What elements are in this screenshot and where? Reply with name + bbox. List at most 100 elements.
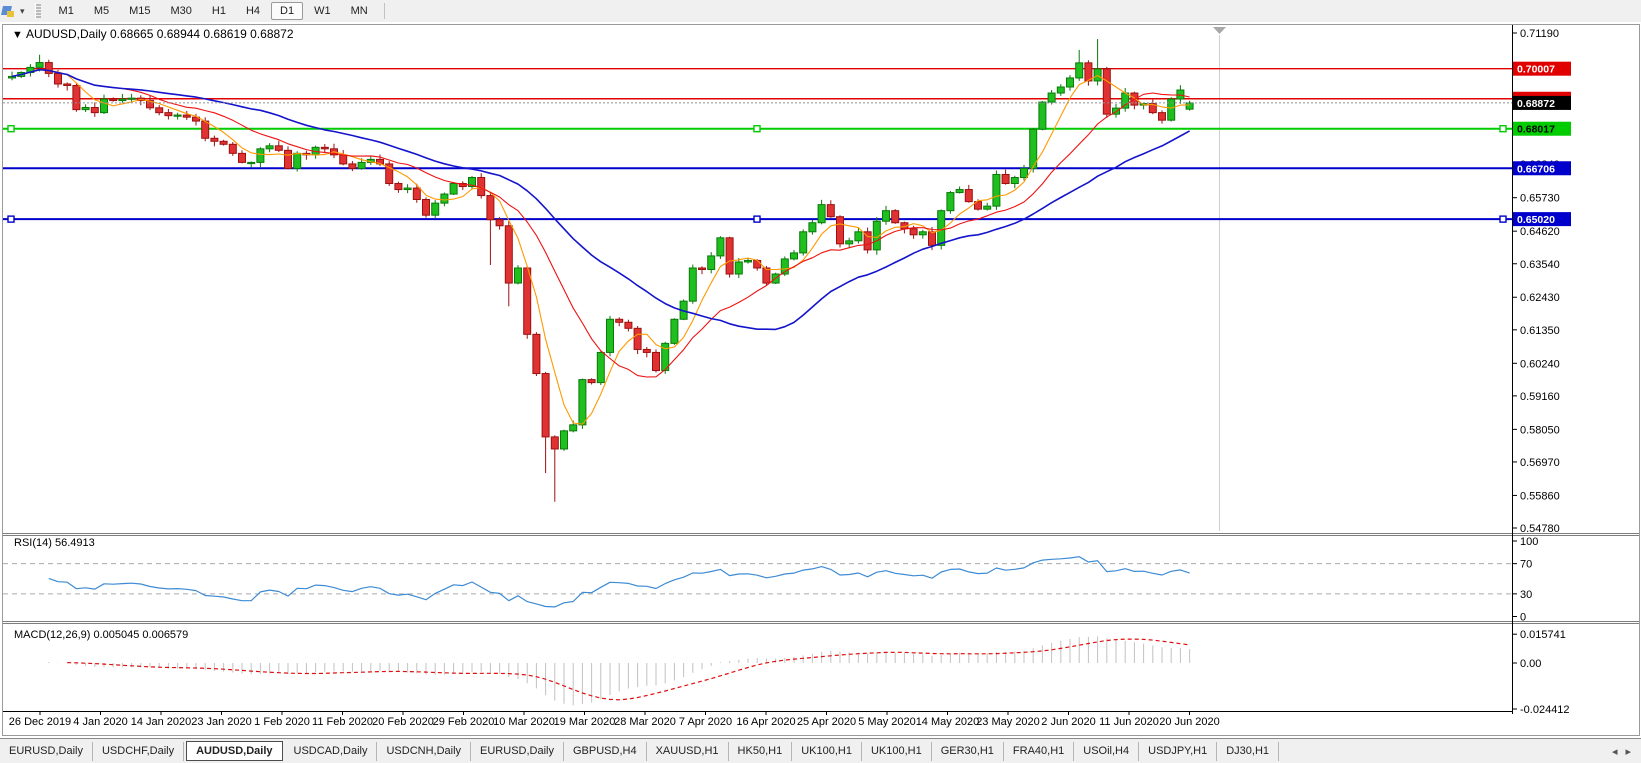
candle-body bbox=[1010, 176, 1019, 185]
chart-window: 0.711900.701100.690300.679200.668400.657… bbox=[0, 22, 1641, 738]
chevron-down-icon[interactable]: ▾ bbox=[20, 5, 25, 16]
hline-handle[interactable] bbox=[753, 215, 761, 223]
chart-tab-USDCHF-Daily[interactable]: USDCHF,Daily bbox=[93, 742, 185, 761]
chart-tab-USDCNH-Daily[interactable]: USDCNH,Daily bbox=[377, 742, 472, 761]
candle-body bbox=[403, 187, 412, 191]
date-label: 10 Mar 2020 bbox=[493, 716, 555, 728]
chart-tab-USOil-H4[interactable]: USOil,H4 bbox=[1074, 742, 1140, 761]
candle-body bbox=[670, 318, 679, 344]
timeframe-button-M15[interactable]: M15 bbox=[129, 5, 151, 17]
chart-tab-UK100-H1[interactable]: UK100,H1 bbox=[862, 742, 932, 761]
candle-body bbox=[1047, 92, 1056, 103]
hline-handle[interactable] bbox=[1499, 125, 1507, 133]
date-label: 14 May 2020 bbox=[916, 716, 980, 728]
candle-body bbox=[90, 107, 99, 114]
candle-body bbox=[707, 255, 716, 270]
date-label: 19 Mar 2020 bbox=[554, 716, 616, 728]
chart-tool-icon[interactable] bbox=[1, 4, 16, 18]
chart-tab-USDJPY-H1[interactable]: USDJPY,H1 bbox=[1139, 742, 1218, 761]
candle-body bbox=[716, 237, 725, 257]
candle-body bbox=[1093, 68, 1102, 82]
candle-body bbox=[385, 163, 394, 185]
tab-scroll-right-icon[interactable]: ▸ bbox=[1625, 745, 1631, 758]
price-tick-label: 0.55860 bbox=[1520, 490, 1560, 502]
price-tick-label: 0.63540 bbox=[1520, 259, 1560, 271]
date-label: 28 Mar 2020 bbox=[614, 716, 676, 728]
chart-tab-FRA40-H1[interactable]: FRA40,H1 bbox=[1004, 742, 1075, 761]
chart-shift-marker-icon[interactable] bbox=[1213, 27, 1226, 34]
hline-handle[interactable] bbox=[753, 125, 761, 133]
chart-tab-EURUSD-Daily[interactable]: EURUSD,Daily bbox=[471, 742, 564, 761]
chart-tab-HK50-H1[interactable]: HK50,H1 bbox=[729, 742, 793, 761]
candle-body bbox=[1001, 173, 1010, 185]
candle-body bbox=[799, 231, 808, 254]
candle-body bbox=[1167, 98, 1176, 121]
chart-tab-XAUUSD-H1[interactable]: XAUUSD,H1 bbox=[647, 742, 729, 761]
candle-body bbox=[1020, 167, 1028, 178]
candle-body bbox=[560, 430, 568, 450]
candle-body bbox=[569, 424, 578, 432]
toolbar-grip[interactable] bbox=[34, 3, 41, 19]
candle-body bbox=[826, 204, 835, 218]
hline-handle[interactable] bbox=[7, 125, 15, 133]
price-chart-canvas[interactable]: 0.711900.701100.690300.679200.668400.657… bbox=[0, 22, 1641, 738]
price-tick-label: 0.58050 bbox=[1520, 424, 1560, 436]
chart-tab-EURUSD-Daily[interactable]: EURUSD,Daily bbox=[0, 742, 93, 761]
chart-tab-DJ30-H1[interactable]: DJ30,H1 bbox=[1217, 742, 1280, 761]
date-label: 16 Apr 2020 bbox=[736, 716, 795, 728]
chart-tab-GER30-H1[interactable]: GER30,H1 bbox=[932, 742, 1004, 761]
ma-slow-line bbox=[11, 68, 1190, 331]
date-label: 20 Jun 2020 bbox=[1159, 716, 1220, 728]
hline-handle[interactable] bbox=[1499, 215, 1507, 223]
price-badge-0.65020 bbox=[1513, 212, 1571, 227]
top-toolbar: ▾ M1 M5 M15 M30 H1 H4 D1 W1 MN bbox=[0, 0, 1641, 23]
candle-body bbox=[734, 261, 743, 275]
candle-body bbox=[348, 163, 357, 169]
timeframe-button-MN[interactable]: MN bbox=[350, 5, 368, 17]
timeframe-button-M1[interactable]: M1 bbox=[58, 5, 74, 17]
price-badge-label: 0.68017 bbox=[1517, 124, 1555, 136]
candle-body bbox=[320, 146, 329, 150]
candle-body bbox=[1121, 92, 1130, 109]
timeframe-button-H4[interactable]: H4 bbox=[245, 5, 261, 17]
chart-frame bbox=[2, 24, 1640, 736]
candle-body bbox=[35, 62, 44, 68]
candle-body bbox=[550, 436, 559, 450]
candle-body bbox=[146, 100, 154, 109]
date-label: 20 Feb 2020 bbox=[372, 716, 434, 728]
macd-tick-label: -0.024412 bbox=[1520, 704, 1570, 716]
chart-title: AUDUSD,Daily bbox=[26, 27, 107, 41]
tab-scroll-left-icon[interactable]: ◂ bbox=[1611, 745, 1618, 758]
hline-handle[interactable] bbox=[7, 215, 15, 223]
candle-body bbox=[854, 231, 863, 242]
chart-tab-USDCAD-Daily[interactable]: USDCAD,Daily bbox=[285, 742, 378, 761]
candle-body bbox=[836, 216, 844, 245]
chart-tab-AUDUSD-Daily[interactable]: AUDUSD,Daily bbox=[186, 741, 283, 761]
timeframe-button-M5[interactable]: M5 bbox=[93, 5, 110, 17]
chart-tab-UK100-H1[interactable]: UK100,H1 bbox=[792, 742, 862, 761]
timeframe-button-W1[interactable]: W1 bbox=[314, 5, 331, 17]
timeframe-button-H1[interactable]: H1 bbox=[211, 5, 226, 17]
candle-body bbox=[238, 152, 246, 163]
timeframe-button-M30[interactable]: M30 bbox=[170, 5, 192, 17]
candle-body bbox=[974, 201, 982, 210]
ma-mid-line bbox=[11, 69, 1190, 378]
price-tick-label: 0.65730 bbox=[1520, 193, 1560, 205]
candle-body bbox=[284, 149, 292, 169]
timeframe-button-D1[interactable]: D1 bbox=[271, 2, 304, 20]
chart-tabs: EURUSD,Daily USDCHF,Daily AUDUSD,Daily USDC… bbox=[0, 741, 1280, 761]
date-label: 1 Feb 2020 bbox=[254, 716, 310, 728]
candle-body bbox=[762, 267, 771, 284]
candle-body bbox=[615, 318, 624, 323]
chart-tab-GBPUSD-H4[interactable]: GBPUSD,H4 bbox=[564, 742, 647, 761]
candle-body bbox=[173, 114, 182, 117]
candle-body bbox=[541, 373, 550, 438]
candle-body bbox=[293, 152, 302, 169]
candle-body bbox=[1066, 77, 1074, 88]
candle-body bbox=[412, 187, 421, 201]
candle-body bbox=[100, 98, 108, 114]
price-badge-0.66706 bbox=[1513, 161, 1571, 176]
chart-context-menu-icon[interactable]: ▼ bbox=[12, 29, 23, 41]
candle-body bbox=[744, 259, 752, 263]
candle-body bbox=[164, 112, 173, 117]
